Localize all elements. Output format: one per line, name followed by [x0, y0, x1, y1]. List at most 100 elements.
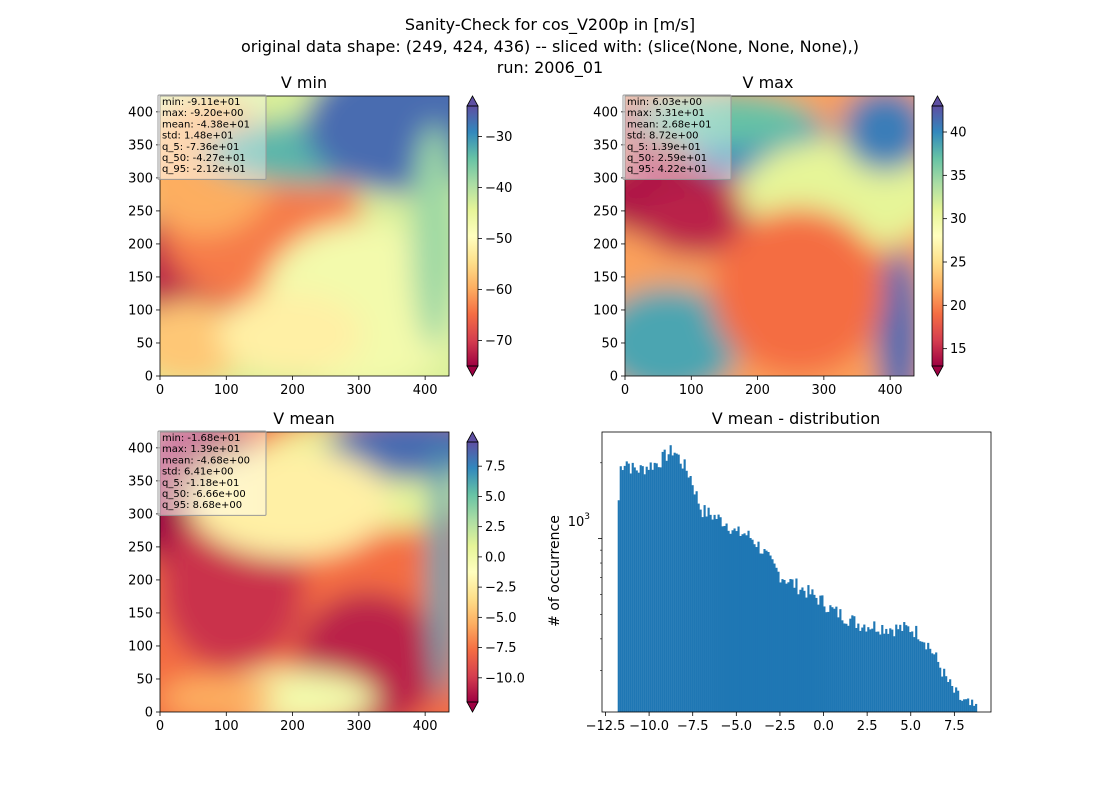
axes-frame — [159, 95, 450, 377]
histogram-bar — [893, 636, 896, 712]
histogram-bar — [641, 466, 644, 712]
stats-box — [157, 94, 267, 180]
stats-text: std: 6.41e+00 — [162, 467, 234, 478]
stats-text: q_5: -1.18e+01 — [162, 478, 239, 489]
histogram-bar — [723, 525, 726, 712]
histogram-bar — [871, 628, 874, 712]
histogram-bar — [885, 628, 888, 712]
histogram-bar — [877, 631, 880, 712]
histogram-bar — [917, 639, 920, 712]
histogram-bar — [867, 627, 870, 712]
colorbar-tick-label: 2.5 — [485, 520, 506, 535]
histogram-bar — [945, 676, 948, 712]
histogram-bar — [939, 667, 942, 712]
y-tick-label: 150 — [593, 270, 618, 285]
histogram-bar — [697, 503, 700, 712]
histogram-bar — [907, 626, 910, 712]
x-tick-label: 200 — [745, 383, 770, 398]
y-tick-label: 350 — [128, 138, 153, 153]
histogram-bar — [689, 476, 692, 712]
histogram-bar — [669, 445, 672, 712]
colorbar — [932, 106, 943, 366]
x-tick-label: 100 — [679, 383, 704, 398]
stats-text: mean: 2.68e+01 — [627, 119, 711, 130]
x-tick-label: −10.0 — [629, 719, 669, 734]
histogram-bar — [735, 531, 738, 712]
x-tick-label: 7.5 — [944, 719, 965, 734]
x-tick-label: −12.5 — [586, 719, 626, 734]
histogram-bar — [801, 587, 804, 712]
histogram-bar — [845, 623, 848, 712]
x-tick-label: 400 — [413, 719, 438, 734]
x-tick-label: 5.0 — [900, 719, 921, 734]
histogram-bar — [683, 459, 686, 712]
histogram-bar — [715, 518, 718, 712]
y-tick-label: 250 — [128, 540, 153, 555]
histogram-bar — [717, 514, 720, 712]
y-tick-label: 300 — [128, 171, 153, 186]
histogram-bar — [943, 668, 946, 712]
colorbar-tick-label: −2.5 — [485, 581, 517, 596]
histogram-bar — [787, 582, 790, 712]
histogram-bar — [769, 555, 772, 712]
histogram-bar — [947, 682, 950, 712]
heatmap-field — [160, 432, 449, 712]
stats-text: q_50: -6.66e+00 — [162, 489, 246, 500]
y-tick-label: 400 — [128, 105, 153, 120]
histogram-bar — [811, 589, 814, 712]
colorbar-frame — [466, 441, 479, 703]
histogram-bar — [749, 538, 752, 712]
colorbar-extend-top — [466, 95, 479, 107]
histogram-bar — [703, 505, 706, 712]
histogram-bar — [793, 587, 796, 712]
stats-box — [622, 94, 732, 180]
histogram-bar — [729, 533, 732, 712]
histogram-bar — [931, 653, 934, 712]
histogram-bar — [815, 597, 818, 712]
histogram-bar — [727, 530, 730, 712]
histogram-bar — [655, 463, 658, 712]
histogram-bar — [789, 579, 792, 712]
axes-frame — [601, 431, 992, 713]
histogram-bar — [625, 461, 628, 712]
y-tick-label: 200 — [128, 237, 153, 252]
x-tick-label: −5.0 — [721, 719, 753, 734]
stats-text: q_50: 2.59e+01 — [627, 153, 707, 164]
colorbar-frame — [466, 105, 479, 367]
histogram-bar — [847, 625, 850, 712]
colorbar-tick-label: 20 — [950, 299, 967, 314]
histogram-bar — [851, 615, 854, 712]
histogram-bar — [933, 654, 936, 712]
histogram-bar — [889, 628, 892, 712]
histogram-bar — [897, 629, 900, 712]
suptitle-line-2: original data shape: (249, 424, 436) -- … — [241, 37, 859, 56]
histogram-bar — [827, 611, 830, 712]
heatmap-blob — [639, 188, 756, 256]
stats-box — [157, 430, 267, 516]
y-tick-label: 400 — [593, 105, 618, 120]
histogram-bar — [831, 607, 834, 712]
x-tick-label: 200 — [280, 719, 305, 734]
colorbar-tick-label: −30 — [485, 130, 512, 145]
histogram-bar — [619, 466, 622, 712]
histogram-bar — [791, 579, 794, 712]
histogram-bar — [647, 469, 650, 712]
y-tick-label: 300 — [128, 507, 153, 522]
heatmap-blob — [625, 286, 741, 376]
y-tick-label: 50 — [136, 672, 153, 687]
histogram-bar — [795, 578, 798, 712]
heatmap-blob — [841, 96, 914, 172]
histogram-bar — [753, 544, 756, 712]
x-tick-label: 200 — [280, 383, 305, 398]
colorbar-tick-label: 40 — [950, 126, 967, 141]
histogram-bar — [797, 594, 800, 712]
y-tick-label: 150 — [128, 606, 153, 621]
histogram-bar — [661, 451, 664, 712]
histogram-bar — [745, 535, 748, 712]
stats-text: min: -1.68e+01 — [162, 433, 241, 444]
colorbar — [467, 442, 478, 702]
y-tick-label: 350 — [593, 138, 618, 153]
colorbar-tick-label: 25 — [950, 256, 967, 271]
histogram-bar — [963, 699, 966, 712]
y-tick-label: 50 — [601, 336, 618, 351]
